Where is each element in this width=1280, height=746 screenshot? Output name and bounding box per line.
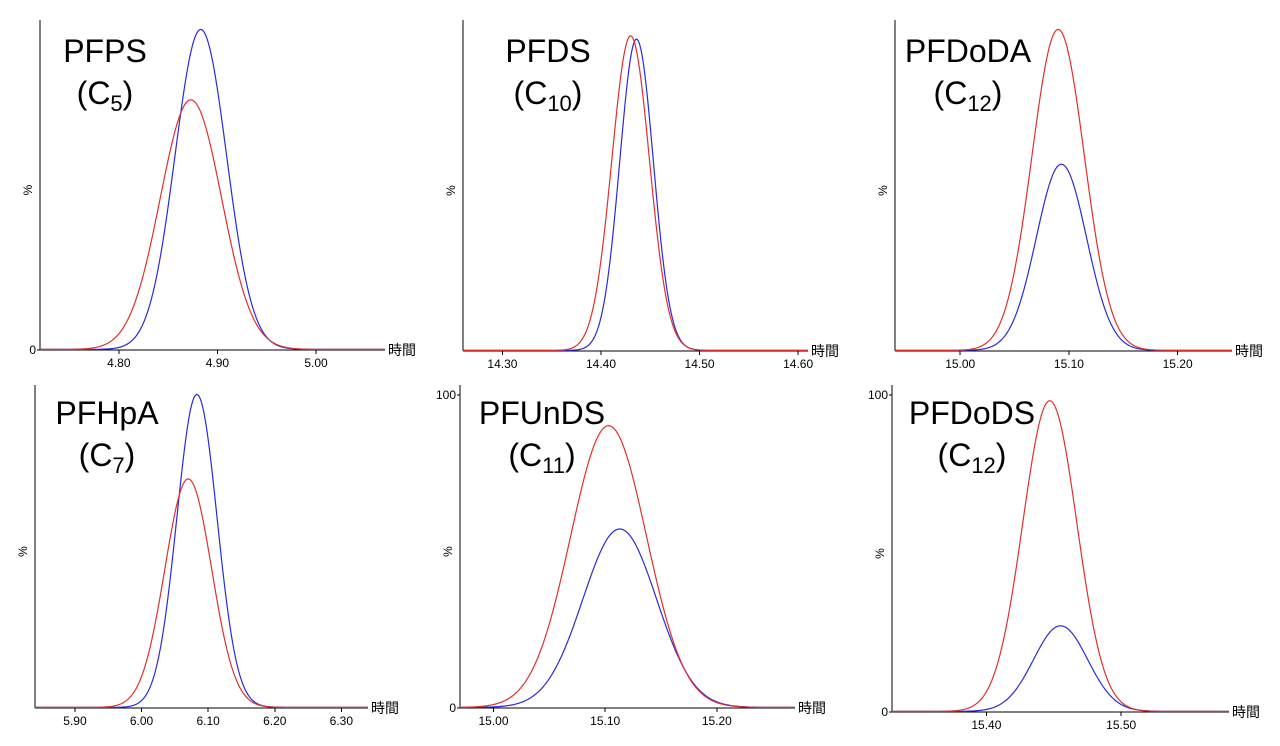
y-tick-label: 100 (436, 388, 456, 402)
x-tick-label: 15.50 (1106, 718, 1136, 732)
chromatogram-panel-4: 5.90 6.00 6.10 6.20 6.30 時間% PFHpA (C7) (16, 385, 399, 728)
x-tick-label: 15.20 (1163, 357, 1193, 371)
x-tick-label: 4.90 (206, 356, 230, 370)
x-tick-label: 14.40 (586, 357, 616, 371)
x-tick-label: 5.00 (304, 356, 328, 370)
x-tick-label: 6.30 (330, 714, 354, 728)
x-tick-label: 6.20 (263, 714, 287, 728)
series-line-blue (892, 625, 1229, 712)
compound-name: PFUnDS (479, 395, 605, 431)
x-tick-label: 6.00 (130, 714, 154, 728)
series-line-blue (459, 528, 795, 708)
x-tick-label: 15.40 (971, 718, 1001, 732)
carbon-count: (C12) (938, 437, 1007, 478)
x-tick-label: 15.00 (945, 357, 975, 371)
x-tick-label: 14.30 (487, 357, 517, 371)
series-line-red (35, 478, 368, 708)
x-axis-label: 時間 (811, 344, 839, 360)
y-axis-label: % (444, 185, 458, 196)
y-tick-label: 100 (868, 388, 888, 402)
y-axis-label: % (21, 184, 35, 195)
x-tick-label: 15.20 (702, 714, 732, 728)
series-line-blue (895, 163, 1232, 351)
y-tick-label: 0 (449, 701, 456, 715)
y-axis-label: % (873, 548, 887, 559)
series-line-red (895, 28, 1232, 351)
series-line-red (892, 400, 1229, 712)
x-tick-label: 14.50 (685, 357, 715, 371)
x-tick-label: 15.10 (1054, 357, 1084, 371)
y-tick-label: 0 (29, 343, 36, 357)
compound-name: PFPS (63, 33, 147, 69)
x-axis-label: 時間 (1235, 344, 1263, 360)
chromatogram-panel-5: 15.00 15.10 15.20 0 100 時間% PFUnDS (C11) (436, 385, 826, 728)
compound-name: PFDoDS (909, 395, 1035, 431)
x-tick-label: 15.00 (478, 714, 508, 728)
carbon-count: (C10) (514, 75, 583, 116)
y-axis-label: % (441, 546, 455, 557)
x-tick-label: 14.60 (783, 357, 813, 371)
y-axis-label: % (16, 546, 30, 557)
x-axis-label: 時間 (798, 701, 826, 717)
carbon-count: (C12) (934, 75, 1003, 116)
x-tick-label: 15.10 (590, 714, 620, 728)
x-axis-label: 時間 (1232, 705, 1260, 721)
series-line-red (459, 425, 795, 708)
y-axis-label: % (876, 185, 890, 196)
x-axis-label: 時間 (371, 701, 399, 717)
x-tick-label: 4.80 (107, 356, 131, 370)
series-line-red (40, 99, 385, 350)
carbon-count: (C7) (79, 437, 136, 478)
x-axis-label: 時間 (388, 343, 416, 359)
chromatogram-panel-6: 15.40 15.50 0 100 時間% PFDoDS (C12) (868, 385, 1260, 732)
carbon-count: (C5) (77, 75, 134, 116)
x-tick-label: 6.10 (196, 714, 220, 728)
chromatogram-panel-3: 15.00 15.10 15.20 時間% PFDoDA (C12) (876, 20, 1263, 371)
y-tick-label: 0 (881, 705, 888, 719)
x-tick-label: 5.90 (63, 714, 87, 728)
compound-name: PFHpA (55, 395, 159, 431)
compound-name: PFDoDA (905, 33, 1032, 69)
carbon-count: (C11) (508, 437, 575, 478)
chromatogram-panel-1: 4.80 4.90 5.00 0 時間% PFPS (C5) (21, 20, 416, 370)
compound-name: PFDS (505, 33, 590, 69)
series-line-red (463, 35, 808, 351)
